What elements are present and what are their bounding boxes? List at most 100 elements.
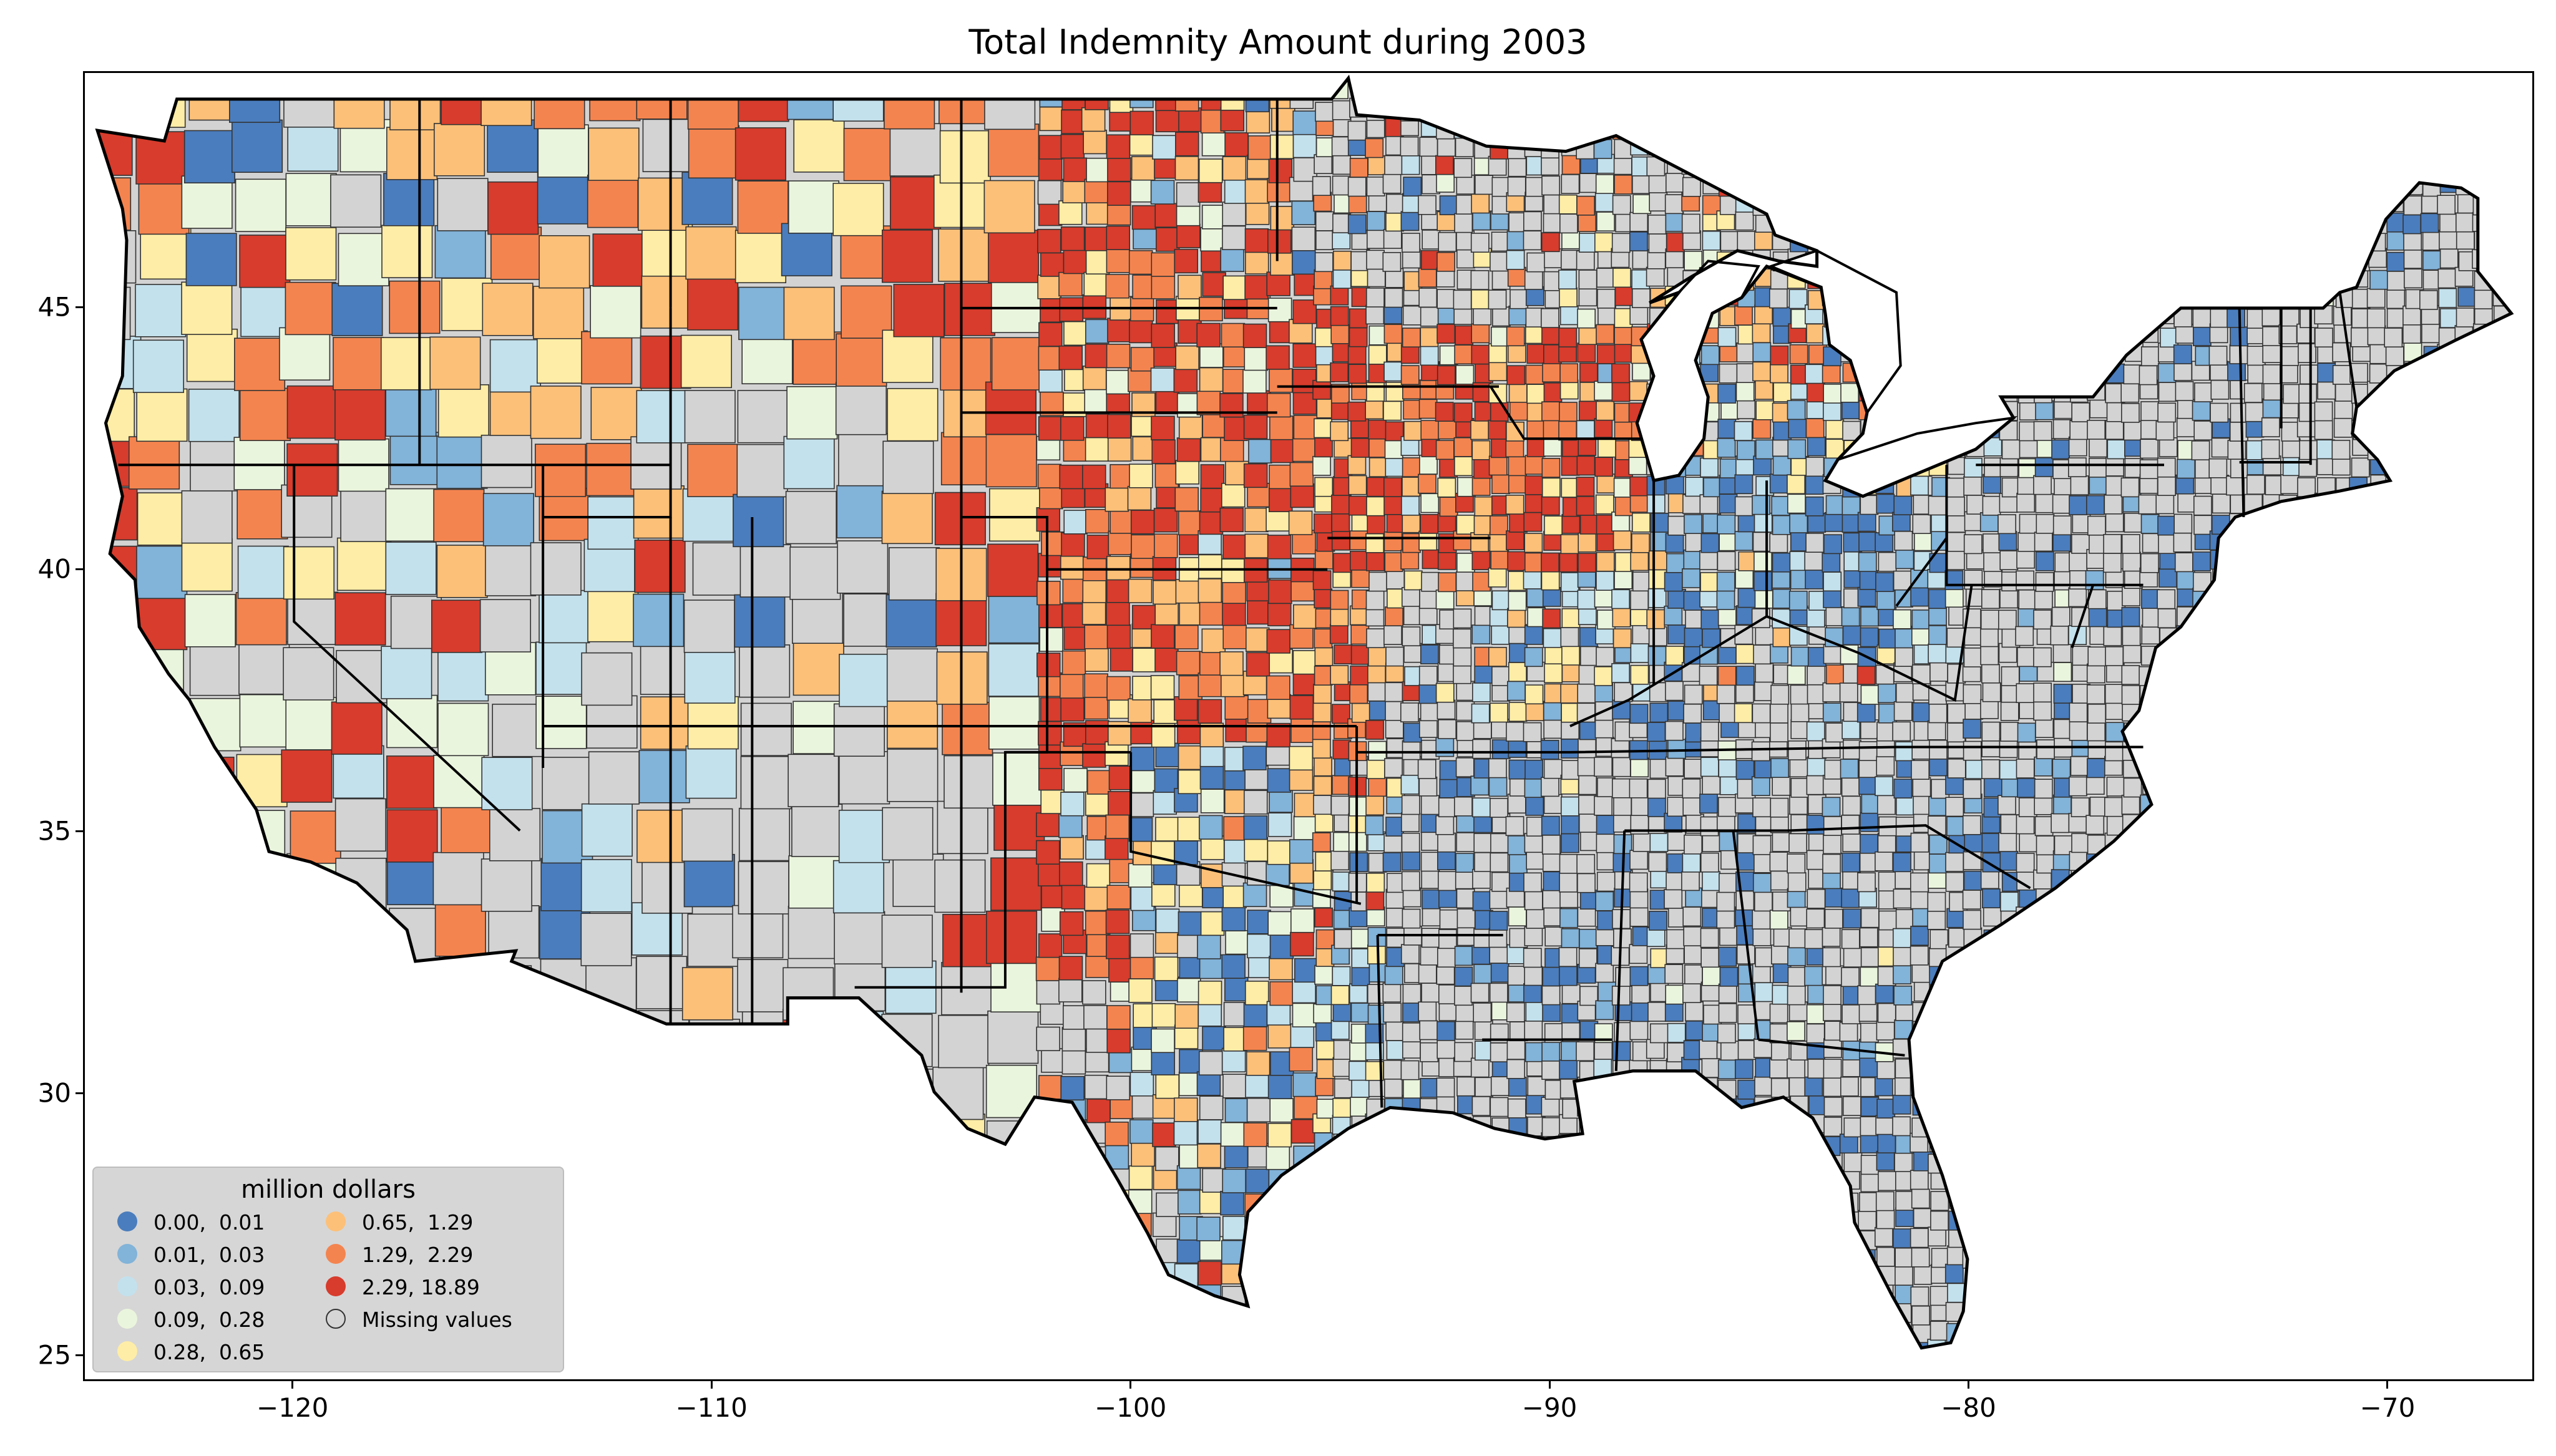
county-cell <box>1612 778 1631 798</box>
county-cell <box>1790 1114 1809 1133</box>
county-cell <box>1154 601 1179 626</box>
county-cell <box>1543 194 1563 215</box>
county-cell <box>1107 414 1131 439</box>
county-cell <box>1082 980 1106 1005</box>
county-cell <box>1984 1001 2003 1022</box>
county-cell <box>1129 1072 1154 1097</box>
county-cell <box>1751 741 1770 762</box>
county-cell <box>2054 78 2073 82</box>
county-cell <box>1490 833 1509 853</box>
county-cell <box>1105 487 1129 512</box>
county-cell <box>1805 1230 1825 1250</box>
county-cell <box>2175 552 2193 573</box>
county-cell <box>1702 116 1722 137</box>
county-cell <box>2105 684 2124 704</box>
county-cell <box>2193 834 2212 855</box>
county-cell <box>1506 1208 1526 1228</box>
county-cell <box>1332 100 1351 120</box>
county-cell <box>1199 1051 1223 1076</box>
county-cell <box>2138 176 2157 196</box>
county-cell <box>2068 926 2087 947</box>
county-cell <box>2158 1360 2175 1379</box>
county-cell <box>1682 983 1701 1003</box>
county-cell <box>1401 1229 1420 1250</box>
county-cell <box>1523 872 1543 893</box>
county-cell <box>1736 944 1755 965</box>
county-cell <box>1963 684 1982 704</box>
county-cell <box>1314 437 1333 458</box>
county-cell <box>1130 178 1154 203</box>
county-cell <box>1086 863 1111 888</box>
county-cell <box>1614 1096 1634 1117</box>
county-cell <box>1455 1170 1474 1190</box>
county-cell <box>1754 758 1773 779</box>
county-cell <box>1489 606 1508 627</box>
county-cell <box>1773 1208 1792 1228</box>
county-cell <box>1649 702 1669 723</box>
county-cell <box>1246 652 1271 677</box>
county-cell <box>1842 795 1861 816</box>
county-cell <box>793 1276 844 1329</box>
county-cell <box>684 650 736 704</box>
county-cell <box>1682 852 1701 873</box>
county-cell <box>2035 571 2054 592</box>
county-cell <box>1860 1097 1880 1117</box>
county-cell <box>436 435 488 489</box>
county-cell <box>1544 1323 1564 1343</box>
county-cell <box>1929 1362 1947 1379</box>
county-cell <box>1647 722 1666 742</box>
county-cell <box>882 440 934 494</box>
county-cell <box>788 905 839 959</box>
county-cell <box>2210 268 2228 289</box>
county-cell <box>1948 965 1967 986</box>
county-cell <box>2247 1113 2266 1133</box>
county-cell <box>1790 1211 1810 1231</box>
county-cell <box>1718 757 1737 778</box>
county-cell <box>640 696 692 750</box>
county-cell <box>1403 570 1423 591</box>
county-cell <box>2123 777 2142 798</box>
county-cell <box>1808 175 1827 195</box>
county-cell <box>2192 1136 2211 1157</box>
county-cell <box>129 436 180 490</box>
county-cell <box>1421 571 1440 592</box>
county-cell <box>1366 873 1385 893</box>
county-cell <box>2051 927 2070 947</box>
county-cell <box>1842 1324 1861 1344</box>
county-cell <box>1488 1248 1507 1269</box>
county-cell <box>1368 437 1388 458</box>
county-cell <box>1200 789 1225 813</box>
county-cell <box>838 810 890 863</box>
county-cell <box>1438 1151 1457 1171</box>
county-cell <box>1858 551 1877 572</box>
county-cell <box>1490 798 1508 818</box>
county-cell <box>1454 213 1473 233</box>
county-cell <box>1365 606 1385 627</box>
county-cell <box>1437 550 1456 570</box>
county-cell <box>1823 1268 1842 1288</box>
county-cell <box>1981 268 2001 288</box>
county-cell <box>890 176 942 230</box>
county-cell <box>2157 589 2176 609</box>
county-cell <box>2265 530 2284 550</box>
county-cell <box>1490 1303 1509 1323</box>
county-cell <box>1964 1154 1984 1175</box>
county-cell <box>1332 1189 1351 1210</box>
county-cell <box>1086 535 1111 560</box>
county-cell <box>1439 1321 1458 1342</box>
county-cell <box>1702 1190 1722 1210</box>
county-cell <box>1174 487 1199 512</box>
county-cell <box>687 277 739 331</box>
county-cell <box>1368 1154 1388 1175</box>
county-cell <box>1649 911 1667 931</box>
county-cell <box>283 647 334 701</box>
county-cell <box>1526 119 1546 140</box>
county-cell <box>1928 703 1948 724</box>
county-cell <box>1488 155 1507 176</box>
county-cell <box>1752 1342 1772 1348</box>
county-cell <box>2051 984 2071 1004</box>
county-cell <box>782 1115 834 1170</box>
county-cell <box>2245 1021 2264 1042</box>
county-cell <box>1577 1264 1596 1285</box>
county-cell <box>2158 1039 2178 1059</box>
